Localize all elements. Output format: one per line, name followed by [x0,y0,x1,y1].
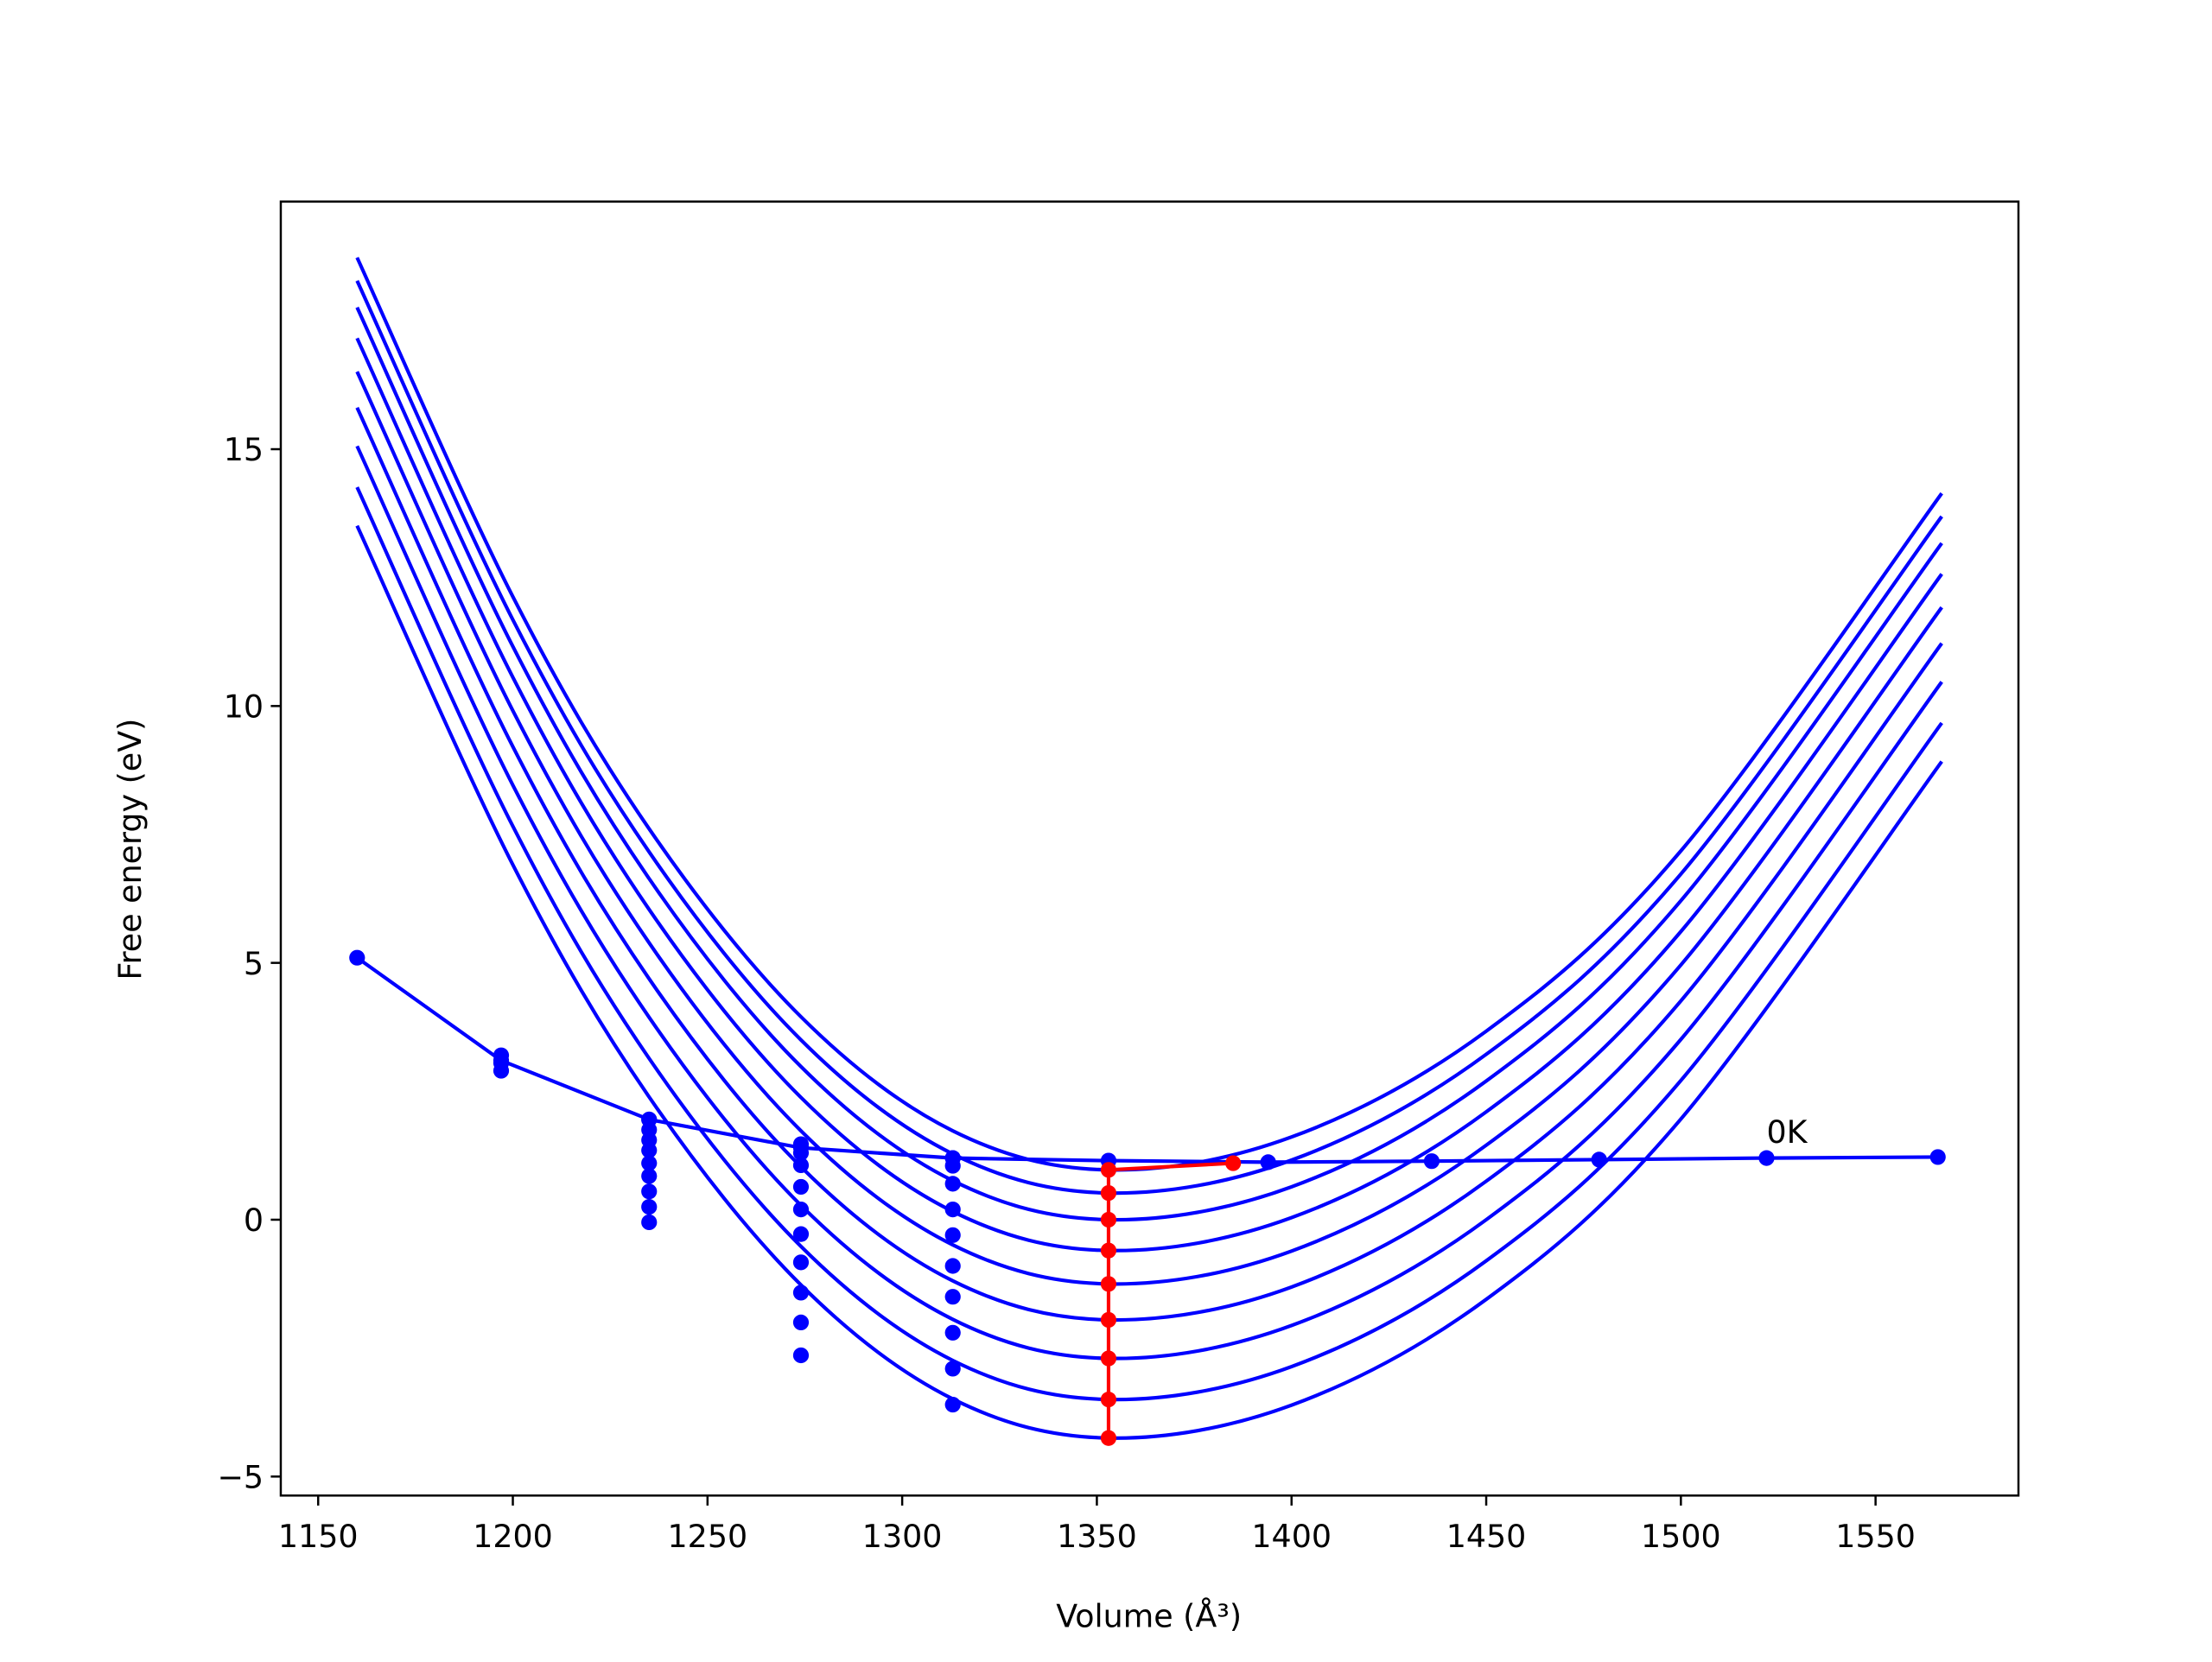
data-point [1100,1350,1117,1367]
series-line [355,486,1943,1402]
data-point [641,1214,658,1231]
series-line [355,307,1943,1222]
data-point [1100,1392,1117,1408]
data-point [1100,1162,1117,1178]
data-point [944,1361,961,1377]
x-tick-label: 1150 [278,1518,359,1555]
annotation: 0K [1766,1113,1808,1151]
data-point [944,1227,961,1243]
x-tick-label: 1250 [667,1518,747,1555]
data-point [944,1176,961,1192]
data-point [493,1063,510,1079]
series-line [355,445,1943,1361]
data-point [792,1314,810,1331]
x-tick-label: 1200 [473,1518,553,1555]
data-point [792,1285,810,1301]
data-point [349,949,365,966]
data-point [1100,1311,1117,1329]
y-tick-label: 0 [244,1202,264,1239]
series-line [355,524,1943,1440]
data-point [1929,1149,1946,1165]
x-tick-label: 1500 [1641,1518,1721,1555]
data-point [944,1158,961,1174]
data-point [944,1396,961,1413]
data-point [641,1142,658,1158]
x-tick-label: 1300 [862,1518,943,1555]
data-point [1423,1153,1440,1170]
data-point [641,1168,658,1184]
x-tick-label: 1450 [1446,1518,1527,1555]
data-point [1260,1154,1276,1170]
data-point [1100,1430,1117,1446]
data-point [1591,1151,1607,1168]
data-point [641,1199,658,1215]
data-point [944,1324,961,1341]
data-point [792,1178,810,1196]
y-tick-label: 5 [244,945,264,982]
data-point [1758,1150,1775,1166]
data-point [641,1155,658,1171]
data-point [792,1226,810,1242]
data-point [792,1347,810,1364]
data-point [1100,1211,1117,1228]
x-axis-label: Volume (Å³) [1056,1597,1242,1635]
data-point [944,1201,961,1218]
x-tick-label: 1350 [1057,1518,1137,1555]
data-point [792,1157,810,1174]
series-line [355,406,1943,1323]
data-point [792,1201,810,1218]
data-point [641,1183,658,1200]
series-line [355,371,1943,1286]
series-line [1106,1161,1234,1438]
y-tick-label: −5 [217,1459,264,1496]
series-line [356,956,1938,1164]
data-point [1100,1242,1117,1259]
series-line [355,337,1943,1253]
data-point [944,1258,961,1274]
plot-frame [279,200,2020,1497]
data-point [944,1289,961,1305]
data-point [1100,1184,1117,1202]
x-tick-label: 1400 [1251,1518,1332,1555]
data-point [1100,1276,1117,1292]
x-tick-label: 1550 [1835,1518,1916,1555]
series-line [355,257,1943,1172]
y-tick-label: 15 [224,431,264,468]
data-point [792,1254,810,1271]
series-line [355,280,1943,1196]
y-axis-label: Free energy (eV) [111,719,149,980]
data-point [1225,1155,1242,1171]
data-point [792,1145,810,1161]
y-tick-label: 10 [224,688,264,726]
